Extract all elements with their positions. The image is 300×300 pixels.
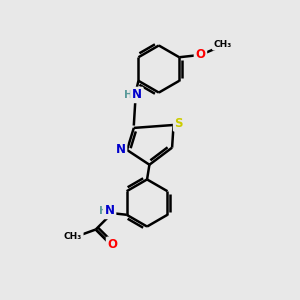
Text: CH₃: CH₃ [64,232,82,242]
Text: H: H [99,206,107,216]
Text: N: N [116,143,126,157]
Text: H: H [124,90,133,100]
Text: CH₃: CH₃ [213,40,232,49]
Text: O: O [195,48,206,62]
Text: S: S [175,117,183,130]
Text: N: N [132,88,142,101]
Text: N: N [105,205,115,218]
Text: O: O [107,238,118,251]
